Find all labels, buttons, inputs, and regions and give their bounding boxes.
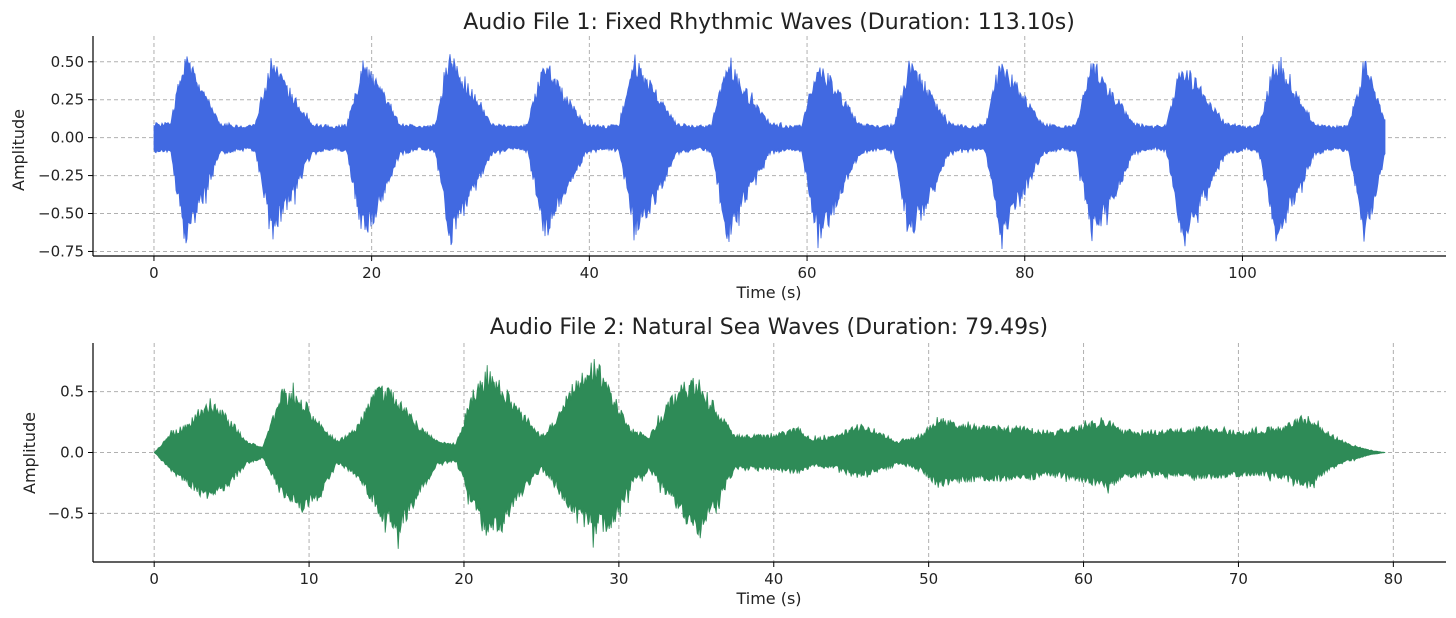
chart-1-x-ticks: 0 20 40 60 80 100 xyxy=(149,256,1257,282)
x-tick-label: 60 xyxy=(798,264,817,282)
chart-2-y-ticks: 0.5 0.0 −0.5 xyxy=(48,383,93,522)
y-tick-label: 0.25 xyxy=(51,91,84,109)
chart-natural-sea-waves: Audio File 2: Natural Sea Waves (Duratio… xyxy=(20,315,1446,608)
chart-1-waveform-series xyxy=(153,54,1386,250)
y-tick-label: −0.25 xyxy=(38,167,84,185)
chart-1-title: Audio File 1: Fixed Rhythmic Waves (Dura… xyxy=(463,10,1075,35)
chart-1-x-axis-label: Time (s) xyxy=(735,283,801,302)
x-tick-label: 70 xyxy=(1229,570,1248,588)
x-tick-label: 30 xyxy=(609,570,628,588)
chart-1-y-ticks: 0.50 0.25 0.00 −0.25 −0.50 −0.75 xyxy=(38,53,93,260)
x-tick-label: 20 xyxy=(454,570,473,588)
y-tick-label: 0.00 xyxy=(51,129,84,147)
y-tick-label: −0.5 xyxy=(48,504,84,522)
x-tick-label: 60 xyxy=(1074,570,1093,588)
y-tick-label: 0.5 xyxy=(60,383,84,401)
x-tick-label: 80 xyxy=(1384,570,1403,588)
x-tick-label: 0 xyxy=(149,570,159,588)
chart-2-x-axis-label: Time (s) xyxy=(735,589,801,608)
y-tick-label: 0.50 xyxy=(51,53,84,71)
chart-2-y-axis-label: Amplitude xyxy=(20,412,39,494)
x-tick-label: 40 xyxy=(580,264,599,282)
y-tick-label: 0.0 xyxy=(60,444,84,462)
y-tick-label: −0.50 xyxy=(38,205,84,223)
x-tick-label: 80 xyxy=(1015,264,1034,282)
chart-2-title: Audio File 2: Natural Sea Waves (Duratio… xyxy=(490,315,1048,340)
x-tick-label: 100 xyxy=(1228,264,1257,282)
chart-2-waveform-series xyxy=(153,358,1386,549)
x-tick-label: 50 xyxy=(919,570,938,588)
chart-1-y-axis-label: Amplitude xyxy=(9,109,28,191)
x-tick-label: 0 xyxy=(149,264,159,282)
x-tick-label: 10 xyxy=(300,570,319,588)
chart-fixed-rhythmic-waves: Audio File 1: Fixed Rhythmic Waves (Dura… xyxy=(9,10,1446,302)
y-tick-label: −0.75 xyxy=(38,242,84,260)
x-tick-label: 40 xyxy=(764,570,783,588)
chart-1-axes xyxy=(92,36,1446,257)
chart-2-x-ticks: 0 10 20 30 40 50 60 70 80 xyxy=(149,562,1403,588)
x-tick-label: 20 xyxy=(362,264,381,282)
